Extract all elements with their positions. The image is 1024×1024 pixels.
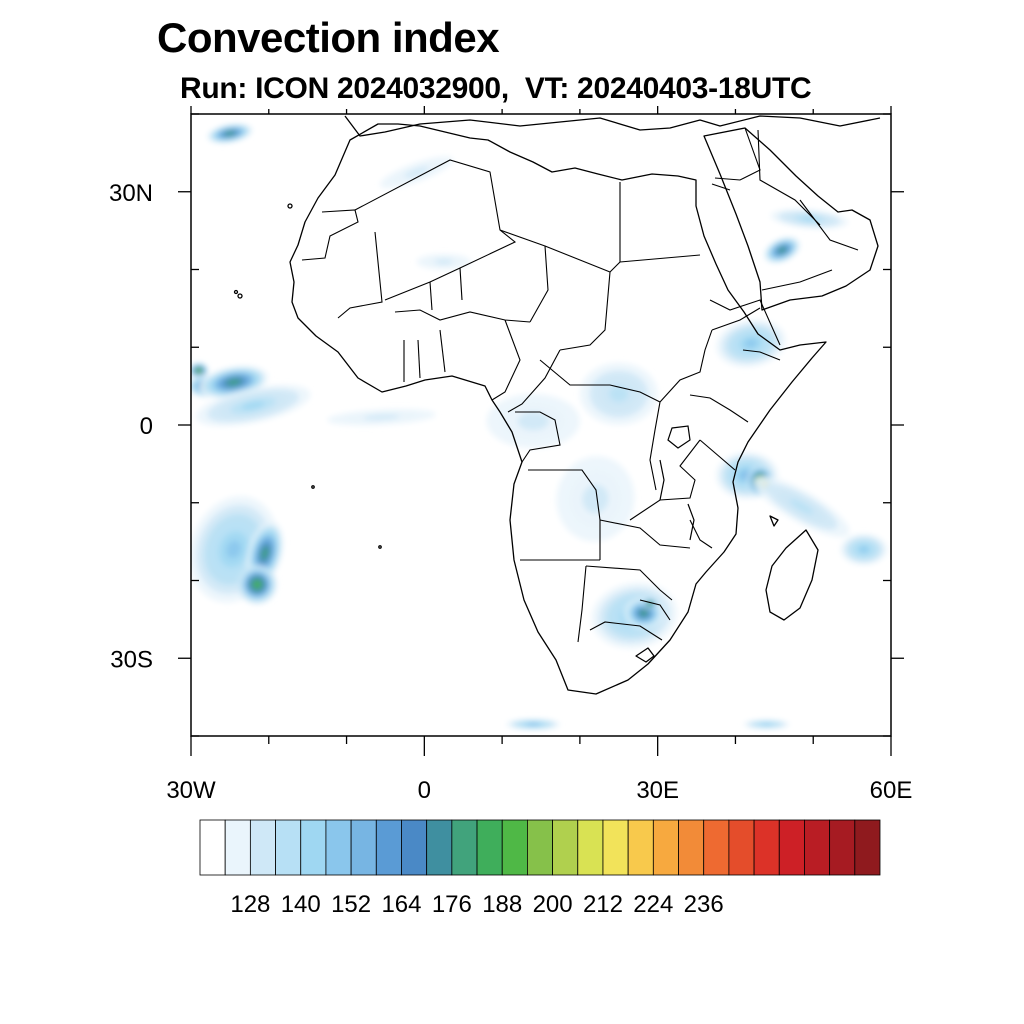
- colorbar-swatch: [426, 819, 453, 876]
- colorbar-swatch: [552, 819, 579, 876]
- axis-tick-labels: 30N 0 30S 30W 0 30E 60E: [109, 180, 912, 804]
- colorbar-label: 200: [533, 891, 573, 918]
- convection-cell: [506, 718, 561, 730]
- map-title: Convection index: [157, 14, 500, 61]
- convection-cell: [716, 319, 786, 368]
- lon-tick-label: 30W: [166, 777, 216, 804]
- lon-tick-label: 30E: [636, 777, 679, 804]
- lakes: [659, 425, 695, 541]
- lon-tick-label: 0: [418, 777, 431, 804]
- convection-ring: [226, 132, 234, 135]
- colorbar-swatch: [350, 819, 377, 876]
- madagascar-coastline: [765, 529, 819, 621]
- convection-ring: [517, 412, 549, 431]
- colorbar-swatch: [325, 819, 352, 876]
- convection-cell: [416, 253, 471, 270]
- convection-cell: [579, 362, 658, 425]
- convection-ring: [363, 414, 400, 420]
- africa-coastline: [289, 123, 827, 695]
- convection-ring: [241, 401, 265, 410]
- colorbar-swatch: [224, 819, 251, 876]
- colorbar-swatch: [678, 819, 705, 876]
- convection-ring: [779, 248, 785, 252]
- convection-ring: [762, 723, 771, 726]
- colorbar-swatch: [627, 819, 654, 876]
- convection-ring: [226, 540, 242, 559]
- colorbar-swatch: [249, 819, 276, 876]
- colorbar-swatch: [300, 819, 327, 876]
- convection-ring: [197, 369, 201, 372]
- colorbar-label: 176: [432, 891, 472, 918]
- colorbar-swatch: [476, 819, 503, 876]
- lat-tick-label: 30S: [110, 646, 153, 673]
- convection-cell: [191, 362, 209, 379]
- lat-tick-label: 30N: [109, 180, 153, 207]
- colorbar-label: 236: [684, 891, 724, 918]
- coastlines: [233, 115, 881, 695]
- country-borders: [301, 127, 859, 643]
- convection-ring: [640, 610, 647, 616]
- convection-ring: [789, 499, 814, 515]
- convection-ring: [404, 167, 429, 178]
- colorbar-swatch: [854, 819, 881, 876]
- colorbar-label: 188: [482, 891, 522, 918]
- colorbar-swatch: [602, 819, 629, 876]
- colorbar-swatch: [275, 819, 302, 876]
- convection-ring: [859, 546, 868, 552]
- convection-ring: [434, 259, 453, 265]
- colorbar-labels: 128 140 152 164 176 188 200 212 224 236: [230, 891, 723, 918]
- colorbar-label: 128: [230, 891, 270, 918]
- convection-ring: [582, 484, 609, 514]
- convection-cell: [770, 209, 849, 229]
- convection-field: [191, 123, 888, 730]
- colorbar-swatch: [527, 819, 553, 876]
- colorbar-swatch: [703, 819, 730, 876]
- arabia-coastline: [703, 127, 879, 311]
- convection-cell: [327, 408, 436, 426]
- colorbar-swatch: [829, 819, 856, 876]
- lon-tick-label: 60E: [870, 777, 913, 804]
- colorbar-swatch: [577, 819, 604, 876]
- colorbar-label: 152: [331, 891, 371, 918]
- colorbar-swatch: [501, 819, 528, 876]
- convection-cell: [486, 393, 580, 449]
- convection-ring: [262, 548, 268, 558]
- europe-coastline: [344, 115, 881, 137]
- convection-cell: [237, 564, 277, 604]
- colorbar-swatch: [753, 819, 780, 876]
- convection-cell: [196, 384, 311, 427]
- convection-cell: [642, 598, 658, 610]
- convection-ring: [609, 386, 629, 402]
- colorbar-swatch: [199, 819, 226, 876]
- map-subtitle: Run: ICON 2024032900, VT: 20240403-18UTC: [180, 72, 812, 105]
- colorbar-swatch: [804, 819, 831, 876]
- convection-ring: [745, 339, 757, 348]
- colorbar-swatch: [451, 819, 478, 876]
- convection-cell: [379, 156, 454, 189]
- colorbar-swatch: [375, 819, 402, 876]
- colorbar-label: 140: [281, 891, 321, 918]
- axis-ticks: [178, 106, 904, 756]
- colorbar-label: 212: [583, 891, 623, 918]
- convection-cell: [763, 236, 801, 264]
- convection-cell: [743, 719, 790, 730]
- convection-cell: [206, 123, 253, 144]
- convection-ring: [228, 379, 239, 385]
- colorbar: [199, 819, 881, 876]
- colorbar-swatch: [778, 819, 805, 876]
- colorbar-swatch: [728, 819, 755, 876]
- convection-cell: [840, 533, 888, 565]
- convection-ring: [648, 603, 652, 605]
- lat-tick-label: 0: [140, 413, 153, 440]
- convection-cell: [753, 476, 850, 538]
- convection-cell: [556, 456, 635, 542]
- convection-ring: [254, 581, 260, 588]
- convection-ring: [529, 723, 538, 726]
- colorbar-label: 224: [633, 891, 673, 918]
- colorbar-swatch: [652, 819, 679, 876]
- colorbar-label: 164: [381, 891, 421, 918]
- colorbar-swatch: [401, 819, 428, 876]
